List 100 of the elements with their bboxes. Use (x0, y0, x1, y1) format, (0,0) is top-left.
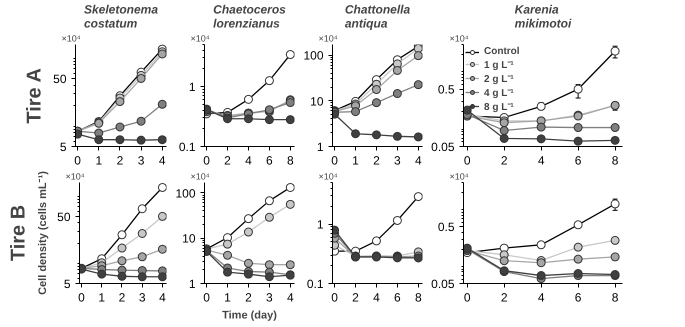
text: ×10⁴ (66, 172, 85, 182)
point (244, 214, 253, 224)
y-tick-label: 5 (60, 140, 67, 154)
text: Tire A (24, 68, 46, 124)
x-tick-label: 6 (266, 154, 274, 168)
point (158, 182, 166, 192)
x-tick-label: 4 (414, 154, 422, 168)
x-tick-label: 8 (612, 154, 619, 168)
legend-label: 1 g L⁻¹ (484, 59, 514, 71)
x-tick-label: 2 (118, 290, 126, 304)
point (138, 229, 147, 238)
point (138, 204, 147, 214)
point (158, 244, 166, 254)
point (414, 80, 422, 90)
y-tick-label: 100 (175, 186, 196, 200)
y-tick-label: 50 (57, 210, 71, 224)
point (136, 74, 146, 83)
y-tick-label: 0.5 (438, 82, 455, 97)
point (610, 136, 620, 145)
legend-label: 4 g L⁻¹ (484, 87, 514, 99)
point (372, 98, 381, 108)
point (574, 242, 583, 252)
point (115, 97, 124, 106)
y-tick-label: 100 (303, 48, 324, 63)
x-tick-label: 2 (352, 290, 360, 304)
point (610, 236, 620, 245)
text: ×10⁴ (62, 34, 81, 44)
point (392, 132, 402, 141)
point (574, 136, 583, 146)
point (372, 130, 381, 140)
point (264, 212, 274, 222)
point (138, 272, 147, 282)
point (264, 76, 274, 86)
point (286, 50, 294, 60)
text: Tire B (8, 204, 30, 262)
x-tick-label: 6 (394, 290, 402, 304)
point (223, 250, 232, 260)
chart-title: Chattonella antiqua (344, 2, 410, 30)
y-tick-label: 0.05 (431, 140, 455, 154)
x-tick-label: 0 (464, 290, 471, 304)
point (372, 236, 381, 246)
y-tick-label: 1 (188, 277, 196, 291)
point (286, 260, 294, 270)
point (97, 270, 106, 279)
point (574, 254, 583, 264)
x-tick-label: 3 (138, 154, 145, 168)
x-tick-label: 2 (373, 154, 380, 168)
chart-title: Chaetoceros lorenzianus (213, 2, 286, 30)
point (500, 134, 509, 143)
legend-label: Control (484, 46, 520, 57)
x-tick-label: 1 (95, 154, 102, 168)
text: ×10⁴ (450, 34, 469, 44)
point (536, 122, 546, 132)
x-tick-label: 2 (500, 154, 508, 168)
point (244, 258, 253, 268)
point (115, 122, 124, 132)
point (464, 106, 472, 115)
chart-title: Skeletonema costatum (84, 2, 158, 30)
point (158, 100, 166, 109)
point (574, 269, 583, 278)
point (610, 46, 620, 56)
y-tick-label: 50 (53, 72, 67, 86)
point (158, 272, 166, 282)
point (223, 240, 232, 249)
point (244, 114, 253, 124)
x-tick-label: 4 (538, 290, 545, 304)
x-tick-label: 4 (159, 290, 166, 304)
point (610, 123, 620, 132)
point (115, 135, 124, 144)
point (574, 123, 583, 132)
y-tick-label: 1 (316, 140, 324, 154)
x-tick-label: 4 (286, 290, 294, 304)
point (351, 129, 360, 138)
x-tick-label: 3 (266, 290, 274, 304)
text: ×10⁴ (318, 34, 338, 44)
point (136, 136, 146, 145)
x-tick-label: 0 (74, 154, 82, 168)
x-tick-label: 4 (245, 154, 252, 168)
x-tick-label: 3 (138, 290, 146, 304)
y-tick-label: 0.5 (438, 220, 455, 234)
point (117, 244, 126, 252)
point (158, 135, 166, 144)
x-tick-label: 0 (331, 290, 338, 304)
x-tick-label: 4 (373, 290, 380, 304)
point (117, 272, 126, 281)
point (414, 51, 422, 60)
point (264, 272, 274, 282)
point (264, 115, 274, 124)
point (117, 256, 126, 266)
text: ×10⁴ (450, 172, 469, 182)
point (414, 132, 422, 142)
point (117, 230, 126, 240)
x-tick-label: 2 (500, 290, 508, 304)
point (536, 240, 546, 250)
point (392, 89, 402, 98)
point (286, 115, 294, 124)
point (536, 271, 546, 280)
point (500, 126, 509, 135)
point (536, 258, 546, 268)
point (392, 216, 402, 225)
